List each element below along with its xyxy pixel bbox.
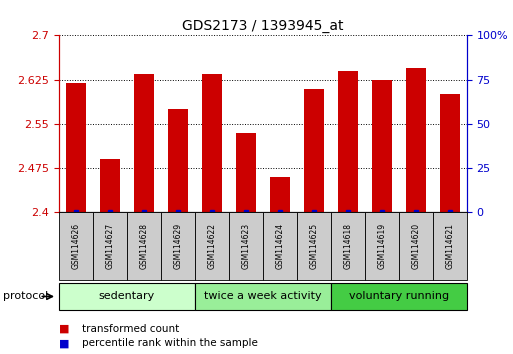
Text: voluntary running: voluntary running [349, 291, 449, 302]
Bar [93, 212, 127, 280]
Text: GSM114623: GSM114623 [242, 223, 250, 269]
Text: transformed count: transformed count [82, 324, 180, 333]
Bar [195, 283, 331, 310]
Bar [161, 212, 195, 280]
Bar [399, 212, 433, 280]
Text: GSM114620: GSM114620 [411, 223, 420, 269]
Text: GSM114625: GSM114625 [309, 223, 319, 269]
Bar [433, 212, 467, 280]
Text: ■: ■ [59, 324, 69, 333]
Text: ■: ■ [59, 338, 69, 348]
Bar [168, 109, 188, 212]
Bar [297, 212, 331, 280]
Bar [440, 95, 460, 212]
Text: GSM114628: GSM114628 [140, 223, 148, 269]
Text: GSM114622: GSM114622 [207, 223, 216, 269]
Bar [371, 80, 392, 212]
Bar [202, 74, 222, 212]
Text: protocol: protocol [3, 291, 48, 302]
Title: GDS2173 / 1393945_at: GDS2173 / 1393945_at [182, 19, 344, 33]
Text: sedentary: sedentary [99, 291, 155, 302]
Bar [100, 159, 120, 212]
Bar [59, 212, 93, 280]
Bar [406, 68, 426, 212]
Bar [331, 283, 467, 310]
Bar [270, 177, 290, 212]
Bar [229, 212, 263, 280]
Text: GSM114624: GSM114624 [275, 223, 284, 269]
Bar [195, 212, 229, 280]
Bar [134, 74, 154, 212]
Text: GSM114626: GSM114626 [71, 223, 81, 269]
Bar [127, 212, 161, 280]
Bar [59, 283, 195, 310]
Bar [304, 88, 324, 212]
Text: GSM114627: GSM114627 [106, 223, 114, 269]
Bar [263, 212, 297, 280]
Text: percentile rank within the sample: percentile rank within the sample [82, 338, 258, 348]
Text: twice a week activity: twice a week activity [204, 291, 322, 302]
Bar [338, 71, 358, 212]
Bar [331, 212, 365, 280]
Bar [66, 82, 86, 212]
Text: GSM114621: GSM114621 [445, 223, 455, 269]
Text: GSM114629: GSM114629 [173, 223, 183, 269]
Text: GSM114619: GSM114619 [378, 223, 386, 269]
Text: GSM114618: GSM114618 [343, 223, 352, 269]
Bar [235, 133, 256, 212]
Bar [365, 212, 399, 280]
